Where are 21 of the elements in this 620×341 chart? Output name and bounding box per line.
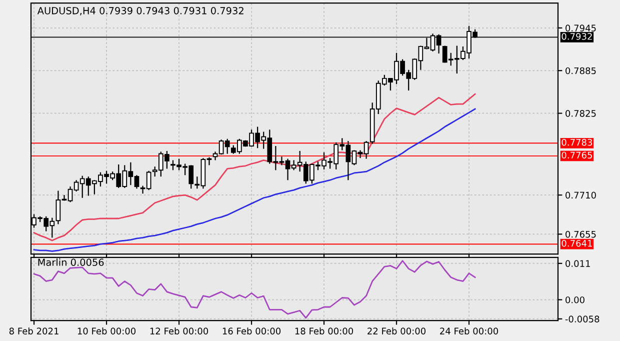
ref-line-label: 0.7765 [562, 152, 592, 159]
ref-line-label: 0.7932 [562, 32, 592, 40]
chart-title: Marlin 0.0056 [38, 258, 104, 266]
x-tick-label: 16 Feb 00:00 [222, 327, 281, 334]
chart-title: AUDUSD,H4 0.7939 0.7943 0.7931 0.7932 [37, 7, 244, 16]
x-tick-label: 12 Feb 00:00 [150, 327, 208, 334]
y-tick-label: 0.7710 [566, 192, 596, 199]
x-tick-label: 18 Feb 00:00 [295, 327, 354, 334]
ref-line-label: 0.7641 [562, 240, 592, 247]
y-tick-label: 0.7945 [566, 24, 596, 32]
x-tick-label: 10 Feb 00:00 [78, 327, 136, 334]
y-tick-label: -0.0058 [565, 316, 600, 322]
y-tick-label: 0.00 [566, 296, 584, 304]
x-tick-label: 24 Feb 00:00 [440, 327, 498, 334]
ref-line-label: 0.7783 [562, 138, 592, 146]
y-tick-label: 0.7825 [566, 110, 596, 117]
y-tick-label: 0.7655 [566, 230, 596, 238]
x-tick-label: 8 Feb 2021 [9, 327, 58, 334]
y-tick-label: 0.7885 [566, 67, 596, 74]
y-tick-label: 0.011 [566, 260, 590, 267]
x-tick-label: 22 Feb 00:00 [368, 327, 426, 334]
